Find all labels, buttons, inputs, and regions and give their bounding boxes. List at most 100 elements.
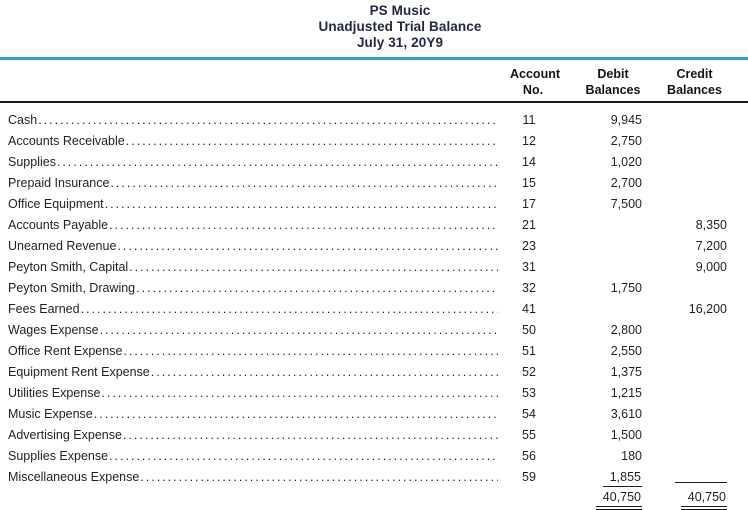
account-no-header-line2: No. bbox=[522, 82, 544, 97]
account-number: 12 bbox=[522, 133, 536, 148]
account-name-column-header bbox=[8, 66, 506, 98]
table-row: Peyton Smith, Drawing 32 1,750 bbox=[0, 278, 748, 299]
dot-leaders bbox=[57, 152, 498, 173]
debit-amount: 1,375 bbox=[610, 364, 642, 379]
dot-leaders bbox=[123, 425, 498, 446]
account-name: Music Expense bbox=[8, 406, 93, 421]
dot-leaders bbox=[109, 215, 498, 236]
account-number: 51 bbox=[522, 343, 536, 358]
table-row: Music Expense 54 3,610 bbox=[0, 404, 748, 425]
table-row: Office Equipment 17 7,500 bbox=[0, 194, 748, 215]
account-name: Wages Expense bbox=[8, 322, 99, 337]
account-name: Cash bbox=[8, 112, 38, 127]
column-headers: Account No. Debit Balances Credit Balanc… bbox=[0, 66, 748, 98]
account-number: 17 bbox=[522, 196, 536, 211]
debit-amount: 1,855 bbox=[602, 470, 642, 487]
account-name: Prepaid Insurance bbox=[8, 175, 110, 190]
table-row: Utilities Expense 53 1,215 bbox=[0, 383, 748, 404]
debit-amount: 180 bbox=[621, 448, 642, 463]
credit-amount bbox=[675, 467, 727, 483]
table-row: Accounts Payable 21 8,350 bbox=[0, 215, 748, 236]
credit-amount: 8,350 bbox=[695, 217, 727, 232]
table-row: Advertising Expense 55 1,500 bbox=[0, 425, 748, 446]
accent-divider bbox=[0, 57, 748, 60]
debit-column-header: Debit Balances bbox=[568, 66, 658, 98]
dot-leaders bbox=[101, 383, 498, 404]
account-name: Office Rent Expense bbox=[8, 343, 123, 358]
credit-column-header: Credit Balances bbox=[652, 66, 737, 98]
table-row: Miscellaneous Expense 59 1,855 bbox=[0, 467, 748, 488]
dot-leaders bbox=[129, 257, 498, 278]
dot-leaders bbox=[126, 131, 498, 152]
table-row: Accounts Receivable 12 2,750 bbox=[0, 131, 748, 152]
dot-leaders bbox=[136, 278, 498, 299]
account-number: 14 bbox=[522, 154, 536, 169]
account-number: 31 bbox=[522, 259, 536, 274]
table-row: Fees Earned 41 16,200 bbox=[0, 299, 748, 320]
debit-amount: 1,215 bbox=[610, 385, 642, 400]
account-name: Accounts Receivable bbox=[8, 133, 125, 148]
account-name: Equipment Rent Expense bbox=[8, 364, 150, 379]
credit-amount: 9,000 bbox=[695, 259, 727, 274]
report-title: Unadjusted Trial Balance bbox=[318, 19, 482, 34]
dot-leaders bbox=[105, 194, 498, 215]
report-date: July 31, 20Y9 bbox=[356, 35, 444, 50]
table-row: Peyton Smith, Capital 31 9,000 bbox=[0, 257, 748, 278]
account-name: Accounts Payable bbox=[8, 217, 109, 232]
account-number: 15 bbox=[522, 175, 536, 190]
total-debit: 40,750 bbox=[552, 488, 643, 510]
total-credit-amount: 40,750 bbox=[680, 490, 728, 510]
totals-spacer bbox=[8, 488, 506, 508]
account-no-column-header: Account No. bbox=[510, 66, 560, 98]
company-name: PS Music bbox=[369, 3, 431, 18]
account-rows: Cash 11 9,945 Accounts Receivable 12 2,7… bbox=[0, 110, 748, 488]
account-number: 50 bbox=[522, 322, 536, 337]
debit-amount: 2,800 bbox=[610, 322, 642, 337]
table-row: Wages Expense 50 2,800 bbox=[0, 320, 748, 341]
account-name: Supplies bbox=[8, 154, 56, 169]
dot-leaders bbox=[140, 467, 498, 488]
account-number: 23 bbox=[522, 238, 536, 253]
totals-row: 40,750 40,750 bbox=[0, 488, 748, 510]
dot-leaders bbox=[110, 173, 498, 194]
account-name: Miscellaneous Expense bbox=[8, 469, 140, 484]
debit-amount: 2,550 bbox=[610, 343, 642, 358]
account-number: 59 bbox=[522, 469, 536, 484]
debit-header-line2: Balances bbox=[585, 82, 641, 97]
account-number: 55 bbox=[522, 427, 536, 442]
debit-amount: 2,700 bbox=[610, 175, 642, 190]
total-credit: 40,750 bbox=[642, 488, 728, 510]
debit-amount: 7,500 bbox=[610, 196, 642, 211]
dot-leaders bbox=[109, 446, 498, 467]
table-row: Equipment Rent Expense 52 1,375 bbox=[0, 362, 748, 383]
account-name: Advertising Expense bbox=[8, 427, 122, 442]
account-number: 32 bbox=[522, 280, 536, 295]
dot-leaders bbox=[151, 362, 498, 383]
dot-leaders bbox=[123, 341, 498, 362]
account-number: 11 bbox=[522, 112, 536, 127]
table-row: Supplies 14 1,020 bbox=[0, 152, 748, 173]
account-name: Peyton Smith, Capital bbox=[8, 259, 129, 274]
header-divider bbox=[0, 100, 748, 103]
debit-header-line1: Debit bbox=[597, 66, 629, 81]
credit-amount: 7,200 bbox=[695, 238, 727, 253]
credit-header-line1: Credit bbox=[676, 66, 713, 81]
dot-leaders bbox=[100, 320, 498, 341]
dot-leaders bbox=[81, 299, 498, 320]
account-number: 41 bbox=[522, 301, 536, 316]
debit-amount: 9,945 bbox=[610, 112, 642, 127]
total-debit-amount: 40,750 bbox=[595, 490, 643, 510]
account-number: 53 bbox=[522, 385, 536, 400]
dot-leaders bbox=[94, 404, 498, 425]
credit-header-line2: Balances bbox=[667, 82, 722, 97]
table-row: Office Rent Expense 51 2,550 bbox=[0, 341, 748, 362]
debit-amount: 1,500 bbox=[610, 427, 642, 442]
debit-amount: 2,750 bbox=[610, 133, 642, 148]
account-name: Fees Earned bbox=[8, 301, 80, 316]
account-name: Utilities Expense bbox=[8, 385, 101, 400]
debit-amount: 3,610 bbox=[610, 406, 642, 421]
account-name: Peyton Smith, Drawing bbox=[8, 280, 136, 295]
account-name: Supplies Expense bbox=[8, 448, 109, 463]
account-name: Unearned Revenue bbox=[8, 238, 117, 253]
dot-leaders bbox=[117, 236, 498, 257]
